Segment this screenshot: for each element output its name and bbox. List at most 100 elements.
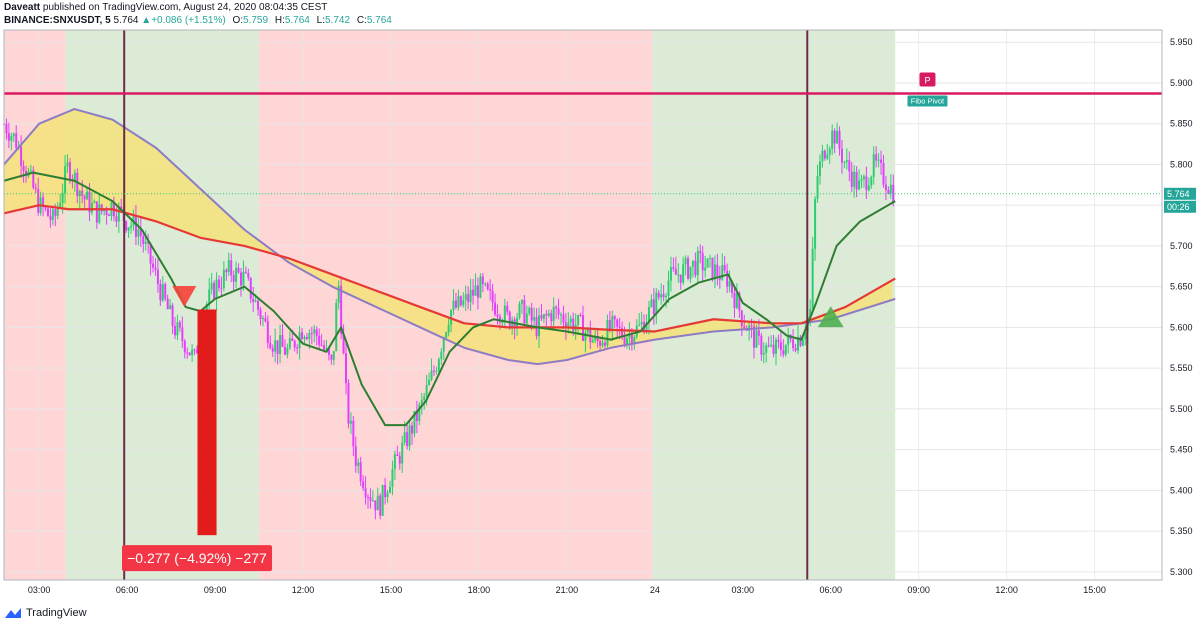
candle-body — [432, 370, 435, 372]
candle-body — [423, 396, 426, 400]
candle-body — [728, 281, 731, 287]
candle-body — [682, 264, 685, 283]
candle-body — [606, 319, 609, 346]
candle-body — [332, 351, 335, 360]
candle-body — [442, 337, 445, 352]
candle-body — [872, 154, 875, 177]
publish-header: Daveatt published on TradingView.com, Au… — [4, 2, 327, 14]
candle-body — [83, 195, 86, 200]
candle-body — [735, 293, 738, 309]
candle-body — [283, 346, 286, 355]
candle-body — [564, 322, 567, 329]
candle-body — [892, 184, 895, 203]
candle-body — [655, 292, 658, 315]
candle-body — [474, 285, 477, 296]
x-tick-label: 18:00 — [468, 585, 491, 595]
candle-body — [611, 316, 614, 330]
candle-body — [20, 146, 23, 166]
candle-body — [384, 484, 387, 498]
candle-body — [494, 302, 497, 315]
price-chart[interactable]: P Fibo Pivot −0.277 (−4.92%) −277 5.950 5.90… — [0, 28, 1200, 605]
pivot-label: Fibo Pivot — [911, 97, 945, 106]
candle-body — [733, 292, 736, 309]
candle-body — [215, 279, 218, 299]
candle-body — [836, 130, 839, 144]
candle-body — [266, 321, 269, 343]
candle-body — [242, 271, 245, 286]
candle-body — [684, 258, 687, 265]
candle-body — [340, 285, 343, 334]
author-name: Daveatt — [4, 2, 41, 13]
candle-body — [252, 298, 255, 302]
candle-body — [159, 283, 162, 301]
x-tick-label: 09:00 — [907, 585, 930, 595]
candle-body — [599, 341, 602, 346]
candle-body — [875, 154, 878, 161]
candle-body — [694, 260, 697, 276]
candle-body — [279, 335, 282, 355]
candle-body — [623, 337, 626, 345]
plot-border — [3, 29, 1163, 581]
candle-body — [545, 314, 548, 316]
candle-body — [530, 307, 533, 321]
y-tick-label: 5.550 — [1170, 363, 1193, 373]
last-price-badge — [1164, 187, 1196, 200]
candle-body — [845, 160, 848, 163]
candle-body — [393, 454, 396, 470]
candle-body — [139, 229, 142, 237]
candle-body — [538, 315, 541, 337]
ma-slow-line — [3, 108, 896, 366]
candle-body — [679, 274, 682, 283]
candle-body — [831, 130, 834, 149]
tradingview-footer: TradingView — [4, 607, 87, 619]
pivot-marker-letter: P — [924, 76, 930, 86]
candle-body — [59, 203, 62, 208]
candle-body — [491, 290, 494, 303]
x-tick-label: 06:00 — [116, 585, 139, 595]
candle-body — [288, 338, 291, 349]
candle-body — [889, 184, 892, 194]
candle-body — [374, 500, 377, 511]
candle-body — [171, 305, 174, 327]
candle-body — [753, 326, 756, 348]
candle-body — [498, 316, 501, 323]
candle-body — [459, 296, 462, 306]
measure-range — [197, 309, 217, 536]
candle-body — [525, 313, 528, 324]
candle-body — [464, 294, 467, 301]
change-value: +0.086 (+1.51%) — [151, 15, 226, 26]
candle-body — [286, 348, 289, 355]
candle-body — [596, 336, 599, 342]
candle-body — [794, 347, 797, 351]
candle-body — [801, 339, 804, 346]
candle-body — [144, 241, 147, 244]
candle-body — [625, 338, 628, 345]
candle-body — [701, 253, 704, 271]
candle-body — [254, 300, 257, 302]
candle-body — [855, 171, 858, 190]
candle-body — [259, 309, 262, 320]
x-tick-label: 24 — [650, 585, 660, 595]
close-label: C: — [356, 15, 367, 26]
candle-body — [508, 311, 511, 328]
candle-body — [428, 379, 431, 386]
candle-body — [828, 148, 831, 155]
x-tick-label: 09:00 — [204, 585, 227, 595]
candle-body — [782, 350, 785, 355]
candle-body — [435, 371, 438, 373]
y-tick-label: 5.650 — [1170, 282, 1193, 292]
candle-body — [413, 410, 416, 434]
candle-body — [415, 410, 418, 422]
candle-body — [213, 282, 216, 299]
pivot-label-box — [907, 95, 948, 107]
y-tick-label: 5.350 — [1170, 526, 1193, 536]
candle-body — [323, 345, 326, 350]
sell-signal-icon — [172, 285, 197, 307]
candle-body — [315, 329, 318, 336]
candle-body — [481, 276, 484, 285]
candle-body — [638, 324, 641, 326]
candle-body — [577, 314, 580, 325]
x-tick-label: 15:00 — [1083, 585, 1106, 595]
candle-body — [777, 339, 780, 342]
candle-body — [120, 206, 123, 210]
